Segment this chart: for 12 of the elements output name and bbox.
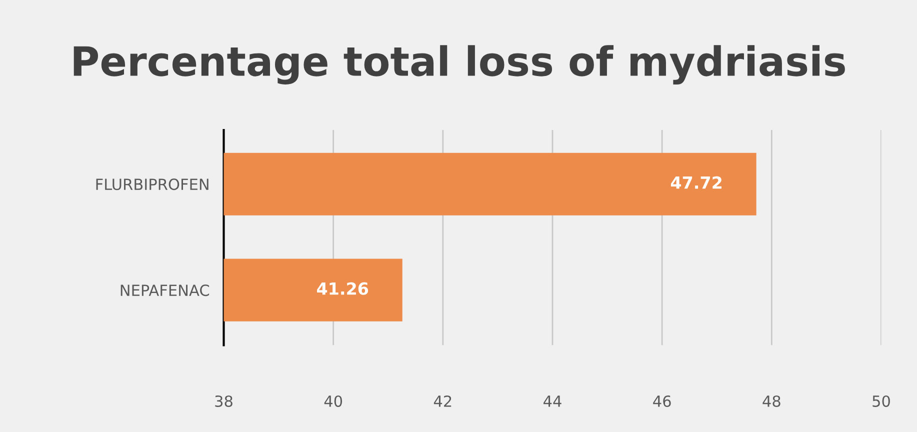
x-tick-label: 40 xyxy=(324,395,342,407)
data-label: 47.72 xyxy=(670,176,722,189)
x-tick-label: 42 xyxy=(434,395,452,407)
data-label: 41.26 xyxy=(317,282,368,295)
x-tick-label: 38 xyxy=(215,395,232,407)
x-tick-label: 50 xyxy=(872,395,890,407)
x-tick-label: 44 xyxy=(544,396,562,407)
x-tick-label: 48 xyxy=(762,395,780,407)
x-tick-label: 46 xyxy=(653,395,671,407)
chart-title: Percentage total loss of mydriasis xyxy=(74,45,845,84)
y-tick-label: FLURBIPROFEN xyxy=(96,178,208,190)
y-tick-label: NEPAFENAC xyxy=(120,284,210,296)
